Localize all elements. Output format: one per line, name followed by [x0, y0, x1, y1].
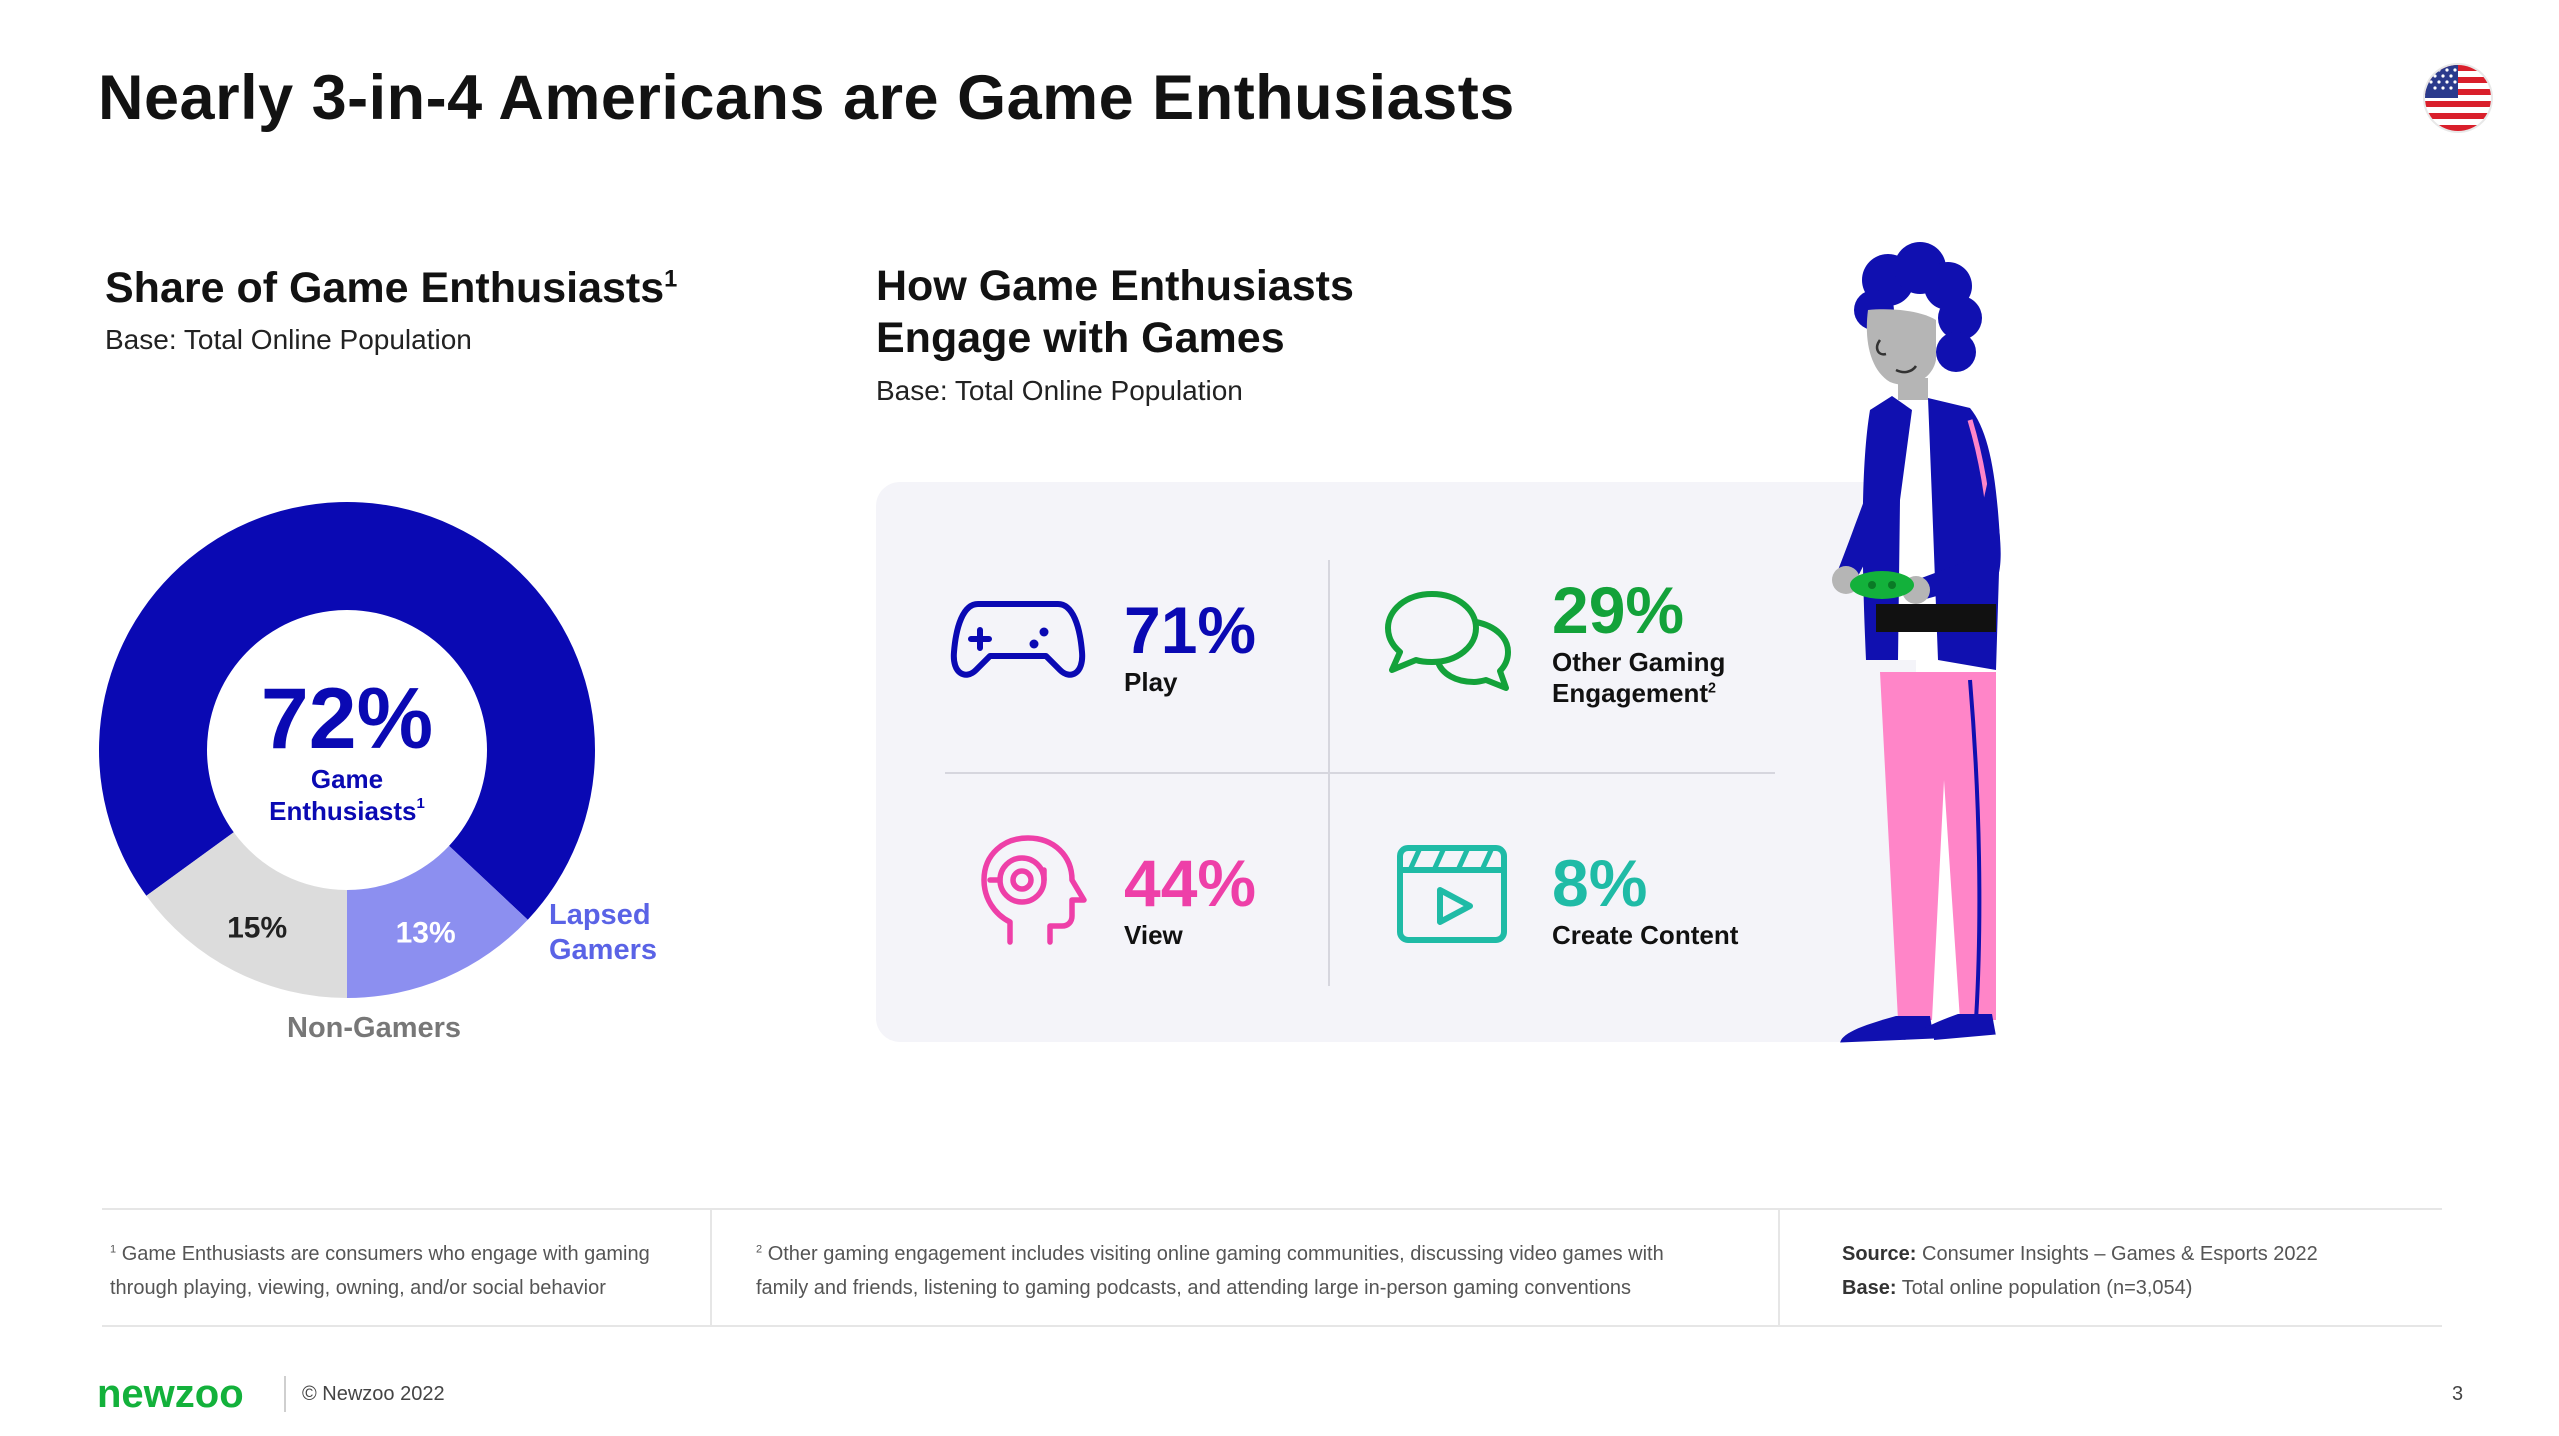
center-label-line1: Game	[311, 764, 383, 794]
video-clapper-icon	[1397, 845, 1507, 943]
source-note: Source: Consumer Insights – Games & Espo…	[1842, 1243, 2318, 1299]
view-label: View	[1124, 920, 1183, 950]
gamer-illustration	[1832, 242, 2001, 1046]
slice-non-gamers-value: 15%	[227, 911, 287, 944]
slice-non-gamers	[146, 832, 347, 998]
chat-bubbles-icon	[1385, 591, 1511, 691]
other-engagement-value: 29%	[1552, 573, 1685, 647]
footnote-divider-1	[710, 1210, 712, 1325]
play-value: 71%	[1124, 593, 1257, 667]
create-content-value: 8%	[1552, 846, 1648, 920]
slice-game-enthusiasts	[99, 502, 596, 920]
footer-divider	[284, 1376, 286, 1412]
slice-lapsed-gamers-value: 13%	[396, 917, 456, 950]
slice-lapsed-gamers	[347, 845, 528, 998]
view-value: 44%	[1124, 846, 1257, 920]
copyright: © Newzoo 2022	[302, 1383, 445, 1405]
center-label-line2: Enthusiasts1	[269, 795, 425, 826]
share-section-title: Share of Game Enthusiasts1	[105, 264, 678, 312]
create-content-label: Create Content	[1552, 920, 1739, 950]
share-section-base: Base: Total Online Population	[105, 324, 472, 355]
head-headset-icon	[981, 835, 1087, 945]
other-engagement-label: Other Gaming Engagement2	[1552, 647, 1726, 708]
footnote-bottom-rule	[102, 1325, 2442, 1327]
footnote-1: 1 Game Enthusiasts are consumers who eng…	[110, 1243, 650, 1299]
lapsed-gamers-label: Lapsed Gamers	[549, 899, 658, 966]
gamepad-icon	[950, 601, 1086, 678]
footnote-2: 2 Other gaming engagement includes visit…	[756, 1243, 1664, 1299]
engage-section-title: How Game Enthusiasts Engage with Games	[876, 262, 1354, 362]
play-label: Play	[1124, 667, 1178, 697]
page-number: 3	[2452, 1383, 2464, 1405]
non-gamers-label: Non-Gamers	[287, 1012, 462, 1044]
footnote-divider-2	[1778, 1210, 1780, 1325]
footnote-top-rule	[102, 1208, 2442, 1210]
panel-horizontal-divider	[945, 772, 1775, 774]
newzoo-logo: newzoo	[97, 1372, 244, 1416]
center-value: 72%	[261, 671, 433, 767]
engagement-panel	[876, 482, 1916, 1042]
page-title: Nearly 3-in-4 Americans are Game Enthusi…	[98, 63, 1515, 133]
us-flag-icon	[2423, 63, 2493, 133]
engage-section-base: Base: Total Online Population	[876, 375, 1243, 406]
